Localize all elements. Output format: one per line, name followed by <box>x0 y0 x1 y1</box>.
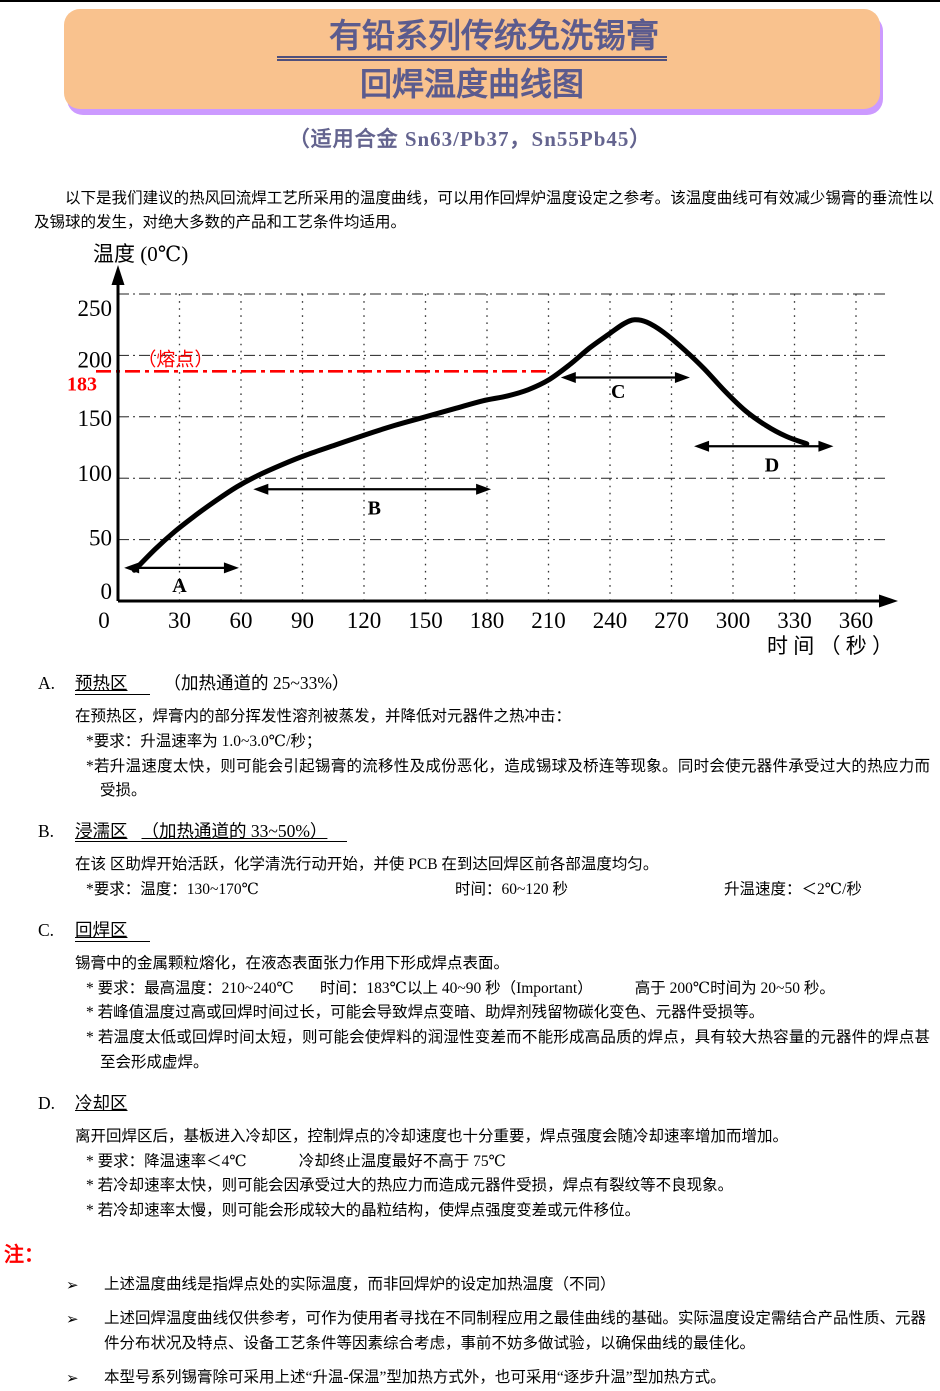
doc-title-underline: 有铅系列传统免洗锡膏 <box>277 19 667 61</box>
reflow-profile-chart: A B C D 0 50 100 150 200 250 183 （熔点） 0 30 60 90 120 150… <box>0 241 940 656</box>
section-b-suffix: （加热通道的 33~50%） <box>141 821 328 842</box>
notes-label: 注： <box>4 1243 44 1266</box>
note-item: ➢ 本型号系列锡膏除可采用上述“升温-保温”型加热方式外，也可采用“逐步升温”型加… <box>66 1366 926 1391</box>
section-d-letter: D. <box>38 1092 56 1113</box>
section-d-requirement: * 要求：降温速率＜4℃ 冷却终止温度最好不高于 75℃ <box>86 1150 940 1175</box>
svg-text:330: 330 <box>777 608 812 633</box>
arrow-bullet-icon: ➢ <box>66 1277 79 1294</box>
svg-text:时 间 （ 秒 ）: 时 间 （ 秒 ） <box>767 634 893 656</box>
svg-text:C: C <box>611 381 625 403</box>
svg-text:60: 60 <box>230 608 253 633</box>
doc-title-line1: 有铅系列传统免洗锡膏 <box>64 15 880 61</box>
section-b-paragraph: 在该 区助焊开始活跃，化学清洗行动开始，并使 PCB 在到达回焊区前各部温度均匀… <box>75 856 659 874</box>
arrow-bullet-icon: ➢ <box>66 1311 79 1328</box>
page-top-border <box>0 0 940 2</box>
note-text: 上述回焊温度曲线仅供参考，可作为使用者寻找在不同制程应用之最佳曲线的基础。实际温… <box>104 1309 926 1352</box>
note-item: ➢ 上述回焊温度曲线仅供参考，可作为使用者寻找在不同制程应用之最佳曲线的基础。实际… <box>66 1307 926 1357</box>
section-b-name: 浸濡区 <box>75 821 128 842</box>
section-b-requirement: *要求：温度：130~170℃ 时间：60~120 秒 升温速度：＜2℃/秒 <box>86 878 940 903</box>
section-d-note: * 若冷却速率太快，则可能会因承受过大的热应力而造成元器件受损，焊点有裂纹等不良… <box>86 1177 734 1195</box>
title-box: 有铅系列传统免洗锡膏 回焊温度曲线图 <box>64 9 880 109</box>
req-part: 高于 200℃时间为 20~50 秒。 <box>634 979 835 997</box>
svg-text:210: 210 <box>531 608 566 633</box>
req-part: * 要求：最高温度：210~240℃ <box>86 979 294 997</box>
section-a-heading: A. 预热区 （加热通道的 25~33%） <box>38 670 940 696</box>
doc-title-line2: 回焊温度曲线图 <box>359 66 584 102</box>
svg-text:240: 240 <box>593 608 628 633</box>
axes <box>111 265 898 608</box>
svg-text:0: 0 <box>101 579 113 604</box>
section-reflow: C. 回焊区 锡膏中的金属颗粒熔化，在液态表面张力作用下形成焊点表面。 * 要求：… <box>0 917 940 1076</box>
section-a-requirement: *要求：升温速率为 1.0~3.0℃/秒； <box>86 730 940 755</box>
svg-text:183: 183 <box>67 373 97 395</box>
temperature-curve <box>131 317 810 573</box>
svg-text:180: 180 <box>470 608 505 633</box>
note-text: 本型号系列锡膏除可采用上述“升温-保温”型加热方式外，也可采用“逐步升温”型加热… <box>104 1368 726 1386</box>
arrow-bullet-icon: ➢ <box>66 1370 79 1387</box>
req-part: *要求：升温速率为 1.0~3.0℃/秒； <box>86 732 322 750</box>
svg-text:150: 150 <box>408 608 443 633</box>
section-a-suffix: （加热通道的 25~33%） <box>163 673 350 694</box>
chart-canvas: A B C D 0 50 100 150 200 250 183 （熔点） 0 30 60 90 120 150… <box>67 242 898 656</box>
note-item: ➢ 上述温度曲线是指焊点处的实际温度，而非回焊炉的设定加热温度（不同） <box>66 1273 926 1298</box>
axis-labels: 0 50 100 150 200 250 183 （熔点） 0 30 60 90 120 150 180 21… <box>67 242 893 656</box>
svg-text:300: 300 <box>716 608 751 633</box>
svg-text:B: B <box>368 498 381 520</box>
req-part: 时间：60~120 秒 <box>454 881 568 899</box>
section-cooling: D. 冷却区 离开回焊区后，基板进入冷却区，控制焊点的冷却速度也十分重要，焊点强度… <box>0 1090 940 1224</box>
gridlines <box>118 293 888 602</box>
section-d-note: * 若冷却速率太慢，则可能会形成较大的晶粒结构，使焊点强度变差或元件移位。 <box>86 1202 641 1220</box>
intro-paragraph: 以下是我们建议的热风回流焊工艺所采用的温度曲线，可以用作回焊炉温度设定之参考。该… <box>34 190 934 232</box>
section-c-note: * 若温度太低或回焊时间太短，则可能会使焊料的润湿性变差而不能形成高品质的焊点，… <box>86 1029 930 1071</box>
svg-text:360: 360 <box>839 608 874 633</box>
section-c-note: * 若峰值温度过高或回焊时间过长，可能会导致焊点变暗、助焊剂残留物碳化变色、元器… <box>86 1004 765 1022</box>
section-b-letter: B. <box>38 821 55 842</box>
section-d-heading: D. 冷却区 <box>38 1090 940 1115</box>
section-c-letter: C. <box>38 919 55 940</box>
section-d-name: 冷却区 <box>75 1092 128 1113</box>
doc-title-rest: 系列传统免洗锡膏 <box>395 19 659 55</box>
zone-arrows: A B C D <box>124 372 834 597</box>
svg-text:270: 270 <box>654 608 689 633</box>
req-part: *要求：温度：130~170℃ <box>86 881 259 899</box>
req-part: 升温速度：＜2℃/秒 <box>724 881 862 899</box>
section-a-letter: A. <box>38 673 56 694</box>
note-text: 上述温度曲线是指焊点处的实际温度，而非回焊炉的设定加热温度（不同） <box>104 1275 616 1293</box>
svg-text:50: 50 <box>89 526 112 551</box>
section-d-paragraph: 离开回焊区后，基板进入冷却区，控制焊点的冷却速度也十分重要，焊点强度会随冷却速率… <box>75 1127 789 1145</box>
section-c-heading: C. 回焊区 <box>38 917 940 942</box>
svg-text:150: 150 <box>78 406 113 431</box>
svg-text:90: 90 <box>291 608 314 633</box>
zone-descriptions: A. 预热区 （加热通道的 25~33%） 在预热区，焊膏内的部分挥发性溶剂被蒸发，… <box>0 670 940 1224</box>
section-preheat: A. 预热区 （加热通道的 25~33%） 在预热区，焊膏内的部分挥发性溶剂被蒸发，… <box>0 670 940 804</box>
notes-section: 注： ➢ 上述温度曲线是指焊点处的实际温度，而非回焊炉的设定加热温度（不同） ➢ 上… <box>0 1238 940 1391</box>
section-c-name: 回焊区 <box>75 919 150 942</box>
svg-text:0: 0 <box>98 608 110 633</box>
section-b-name-group: 浸濡区 （加热通道的 33~50%） <box>75 821 348 843</box>
svg-text:（熔点）: （熔点） <box>137 348 213 370</box>
svg-text:D: D <box>765 455 779 477</box>
req-part: 冷却终止温度最好不高于 75℃ <box>298 1152 506 1170</box>
doc-subtitle: （适用合金 Sn63/Pb37，Sn55Pb45） <box>288 127 652 151</box>
section-a-paragraph: 在预热区，焊膏内的部分挥发性溶剂被蒸发，并降低对元器件之热冲击： <box>75 708 572 726</box>
svg-text:200: 200 <box>78 347 113 372</box>
svg-text:A: A <box>172 575 187 597</box>
req-part: * 要求：降温速率＜4℃ <box>86 1152 247 1170</box>
section-a-name: 预热区 <box>75 673 150 696</box>
svg-text:120: 120 <box>347 608 382 633</box>
section-b-heading: B. 浸濡区 （加热通道的 33~50%） <box>38 818 940 843</box>
section-c-paragraph: 锡膏中的金属颗粒熔化，在液态表面张力作用下形成焊点表面。 <box>75 954 510 972</box>
svg-text:30: 30 <box>168 608 191 633</box>
section-soak: B. 浸濡区 （加热通道的 33~50%） 在该 区助焊开始活跃，化学清洗行动开始，… <box>0 818 940 903</box>
svg-text:温度 (0℃): 温度 (0℃) <box>93 242 188 266</box>
notes-list: ➢ 上述温度曲线是指焊点处的实际温度，而非回焊炉的设定加热温度（不同） ➢ 上述回焊… <box>0 1273 940 1391</box>
section-c-requirement: * 要求：最高温度：210~240℃ 时间：183℃以上 40~90 秒（Impo… <box>86 977 940 1002</box>
svg-text:250: 250 <box>78 296 113 321</box>
doc-title-bold: 有铅 <box>329 19 395 55</box>
svg-text:100: 100 <box>78 461 113 486</box>
section-a-note: *若升温速度太快，则可能会引起锡膏的流移性及成份恶化，造成锡球及桥连等现象。同时… <box>86 757 930 800</box>
req-part: 时间：183℃以上 40~90 秒（Important） <box>319 979 593 997</box>
